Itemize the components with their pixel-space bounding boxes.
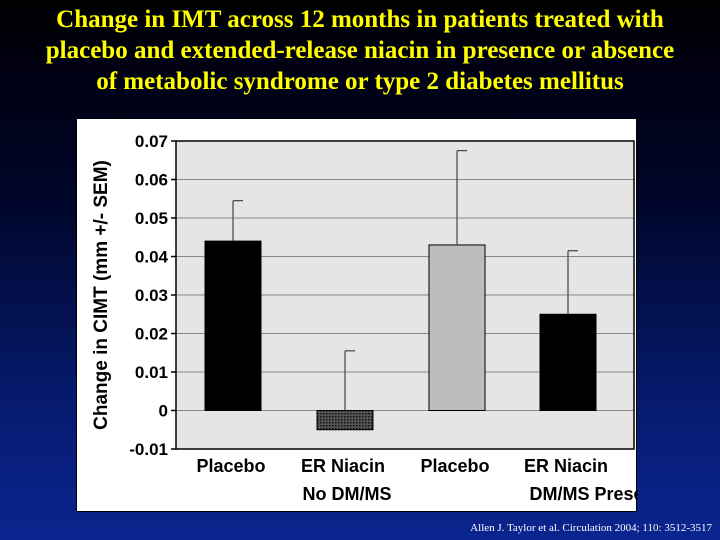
title-line-3: of metabolic syndrome or type 2 diabetes…	[96, 68, 624, 95]
category-label: Placebo	[420, 456, 489, 476]
y-tick-label: 0.07	[135, 132, 168, 151]
chart-panel: -0.01 0 0.01 0.02 0.03 0.04 0.05 0.06 0.07 Change…	[76, 118, 638, 512]
bar	[539, 313, 597, 411]
y-tick-label: 0.02	[135, 325, 168, 344]
category-label: ER Niacin	[524, 456, 608, 476]
bar	[204, 240, 262, 411]
title-line-2: placebo and extended-release niacin in p…	[45, 37, 675, 64]
slide-title: Change in IMT across 12 months in patien…	[0, 4, 720, 97]
title-line-1: Change in IMT across 12 months in patien…	[56, 6, 664, 33]
plot-frame	[175, 140, 635, 450]
y-tick-label: 0.03	[135, 286, 168, 305]
y-tick-label: 0.05	[135, 209, 168, 228]
y-axis-label: Change in CIMT (mm +/- SEM)	[91, 160, 112, 430]
group-label: No DM/MS	[303, 484, 392, 504]
group-label: DM/MS Present	[529, 484, 638, 504]
y-tick-label: 0.04	[135, 248, 169, 267]
y-tick-label: 0	[159, 402, 168, 421]
category-label: ER Niacin	[301, 456, 385, 476]
bar	[428, 244, 486, 411]
y-tick-label: 0.01	[135, 363, 168, 382]
bar-chart: -0.01 0 0.01 0.02 0.03 0.04 0.05 0.06 0.07 Change…	[91, 132, 638, 504]
citation: Allen J. Taylor et al. Circulation 2004;…	[470, 522, 712, 534]
y-tick-label: -0.01	[129, 440, 168, 459]
bar	[316, 410, 374, 431]
category-label: Placebo	[196, 456, 265, 476]
y-tick-label: 0.06	[135, 171, 168, 190]
